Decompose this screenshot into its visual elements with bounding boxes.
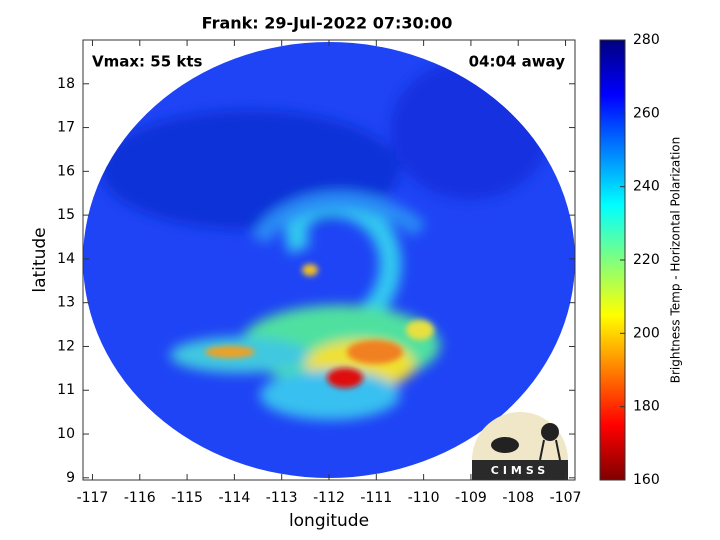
logo-text: CIMSS [491,464,549,477]
colorbar-label: Brightness Temp - Horizontal Polarizatio… [669,137,683,384]
colorbar-tick-label: 280 [633,32,660,48]
x-tick-label: -110 [408,490,440,506]
x-tick-label: -115 [171,490,203,506]
y-tick-label: 13 [57,295,75,311]
y-tick-label: 16 [57,163,75,179]
colorbar-tick-label: 180 [633,399,660,415]
chart-title: Frank: 29-Jul-2022 07:30:00 [202,14,453,33]
x-tick-label: -114 [218,490,250,506]
colorbar-tick-label: 260 [633,105,660,121]
colorbar-tick-label: 220 [633,252,660,268]
x-tick-label: -112 [313,490,345,506]
annotation: 04:04 away [469,53,566,71]
x-tick-label: -113 [266,490,298,506]
x-tick-label: -111 [360,490,392,506]
cimss-logo: CIMSS [472,412,568,480]
x-tick-label: -116 [124,490,156,506]
x-tick-label: -117 [77,490,109,506]
satellite-swath [83,42,575,478]
x-tick-label: -108 [502,490,534,506]
y-tick-label: 9 [66,470,75,486]
x-axis-label: longitude [289,511,369,531]
colorbar-tick-label: 200 [633,325,660,341]
y-tick-label: 12 [57,338,75,354]
annotation: Vmax: 55 kts [92,53,202,71]
colorbar-tick-label: 160 [633,472,660,488]
y-tick-label: 14 [57,251,75,267]
y-tick-label: 18 [57,76,75,92]
x-tick-label: -109 [455,490,487,506]
x-tick-label: -107 [550,490,582,506]
y-tick-label: 11 [57,382,75,398]
y-tick-label: 17 [57,120,75,136]
y-axis-label: latitude [30,227,50,292]
y-tick-label: 10 [57,426,75,442]
colorbar-tick-label: 240 [633,179,660,195]
y-tick-label: 15 [57,207,75,223]
